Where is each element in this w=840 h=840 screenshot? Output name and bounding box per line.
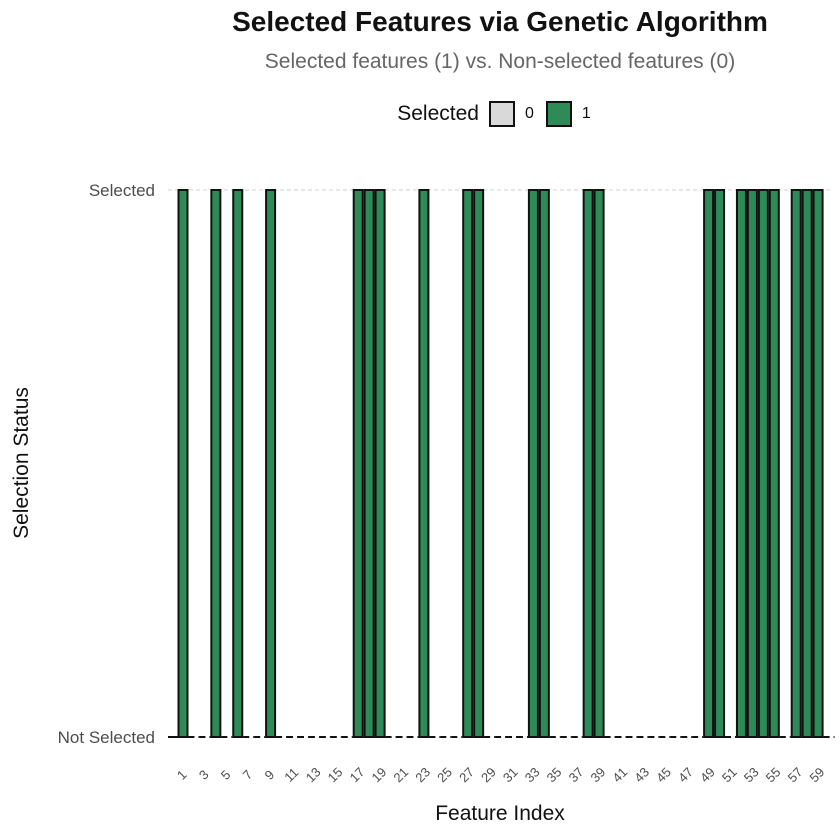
- chart-subtitle: Selected features (1) vs. Non-selected f…: [264, 50, 736, 73]
- x-tick-label: 41: [609, 764, 630, 785]
- x-tick-label: 57: [785, 764, 806, 785]
- bar-feature-59: [812, 189, 824, 738]
- x-tick-label: 7: [240, 767, 256, 783]
- x-tick-label: 9: [262, 767, 278, 783]
- x-tick-label: 19: [368, 764, 389, 785]
- x-tick-label: 27: [456, 764, 477, 785]
- y-tick-label: Selected: [89, 181, 155, 200]
- x-tick-label: 5: [218, 767, 234, 783]
- x-tick-label: 25: [434, 764, 455, 785]
- bar-feature-9: [265, 189, 277, 738]
- x-tick-label: 51: [719, 764, 740, 785]
- bar-feature-39: [593, 189, 605, 738]
- bar-feature-19: [374, 189, 386, 738]
- bar-feature-38: [582, 189, 594, 738]
- x-tick-label: 3: [196, 767, 212, 783]
- x-tick-label: 53: [741, 764, 762, 785]
- x-tick-label: 43: [631, 764, 652, 785]
- x-tick-label: 47: [675, 764, 696, 785]
- x-tick-label: 17: [347, 764, 368, 785]
- bar-feature-52: [735, 189, 747, 738]
- bar-feature-4: [210, 189, 222, 738]
- bar-feature-1: [177, 189, 189, 738]
- y-axis-label: Selection Status: [10, 387, 33, 539]
- x-tick-label: 33: [522, 764, 543, 785]
- x-tick-label: 23: [412, 764, 433, 785]
- x-tick-label: 11: [281, 765, 301, 785]
- x-tick-label: 29: [478, 764, 499, 785]
- x-tick-label: 37: [566, 764, 587, 785]
- bar-feature-53: [746, 189, 758, 738]
- legend: Selected 0 1: [170, 98, 830, 130]
- x-tick-label: 55: [763, 764, 784, 785]
- x-tick-label: 15: [325, 764, 346, 785]
- bar-feature-23: [418, 189, 430, 738]
- y-tick-label: Not Selected: [58, 728, 155, 747]
- x-tick-label: 31: [500, 764, 521, 785]
- chart-title: Selected Features via Genetic Algorithm: [232, 6, 768, 37]
- bar-feature-57: [790, 189, 802, 738]
- x-tick-label: 1: [174, 767, 190, 783]
- x-tick-label: 35: [544, 764, 565, 785]
- legend-key-0: [488, 101, 515, 127]
- bar-feature-28: [473, 189, 485, 738]
- bar-feature-33: [527, 189, 539, 738]
- x-tick-label: 45: [653, 764, 674, 785]
- bar-feature-27: [462, 189, 474, 738]
- x-tick-label: 39: [587, 764, 608, 785]
- bar-feature-18: [363, 189, 375, 738]
- bar-feature-58: [801, 189, 813, 738]
- x-tick-label: 13: [303, 764, 324, 785]
- x-tick-label: 49: [697, 764, 718, 785]
- legend-label-1: 1: [581, 105, 591, 122]
- bar-feature-49: [703, 189, 715, 738]
- x-tick-label: 21: [390, 764, 411, 785]
- bar-feature-55: [768, 189, 780, 738]
- legend-title: Selected: [397, 102, 479, 125]
- legend-label-0: 0: [524, 105, 534, 122]
- x-tick-label: 59: [806, 764, 827, 785]
- bar-feature-50: [714, 189, 726, 738]
- bar-feature-17: [352, 189, 364, 738]
- bar-feature-54: [757, 189, 769, 738]
- x-axis-label: Feature Index: [435, 802, 565, 825]
- bar-feature-6: [232, 189, 244, 738]
- bar-feature-34: [538, 189, 550, 738]
- legend-key-1: [545, 101, 572, 127]
